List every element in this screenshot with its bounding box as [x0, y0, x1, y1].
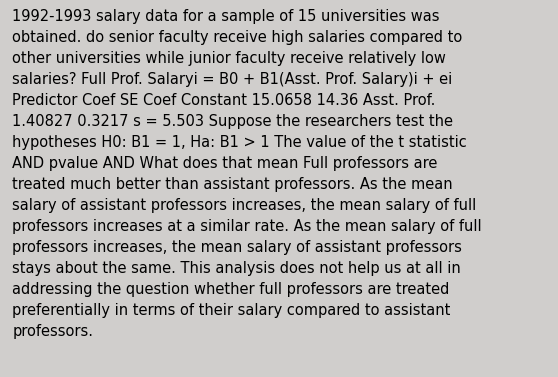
Text: 1992-1993 salary data for a sample of 15 universities was
obtained. do senior fa: 1992-1993 salary data for a sample of 15… [12, 9, 482, 339]
